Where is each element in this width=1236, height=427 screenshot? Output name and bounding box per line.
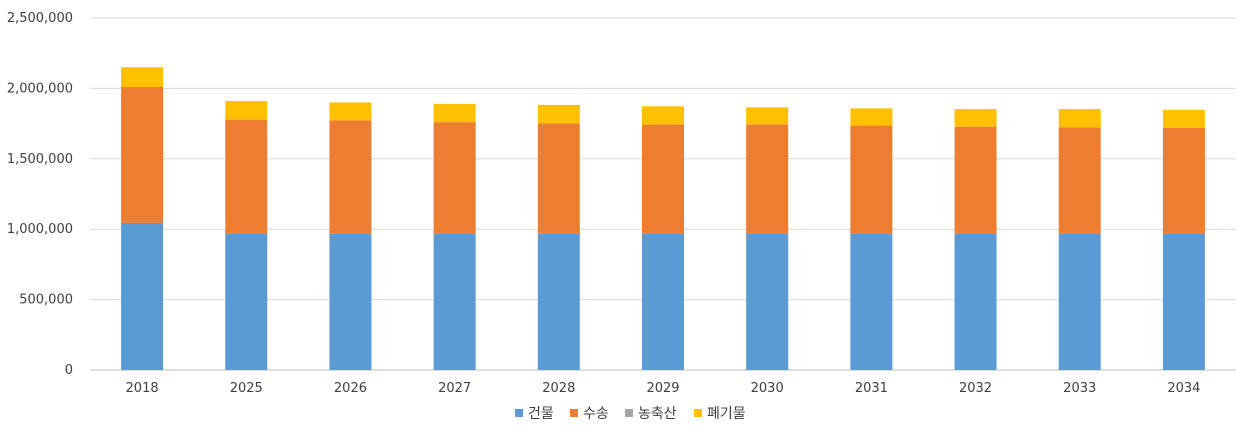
bar-segment [850,125,893,234]
bar-segment [954,126,997,234]
bar-segment [746,233,789,370]
legend: 건물 수송 농축산 폐기물 [515,406,746,422]
x-tick-label: 2028 [542,381,575,396]
x-tick-label: 2027 [438,381,471,396]
legend-label: 건물 [528,406,554,422]
bar-segment [329,120,372,234]
bar-segment [850,108,893,126]
bar-segment [746,107,789,125]
x-tick-label: 2030 [751,381,784,396]
x-tick-label: 2031 [855,381,888,396]
legend-swatch [694,409,702,417]
bar-segment [121,222,164,370]
bar-segment [225,101,268,120]
y-tick-label: 1,500,000 [7,152,73,167]
legend-swatch [515,409,523,417]
y-tick-label: 0 [65,363,73,378]
bar-segment [642,233,684,370]
bar-segment [121,86,164,223]
bar-segment [850,233,893,370]
legend-swatch [570,409,578,417]
legend-label: 농축산 [638,406,677,422]
bar-segment [954,233,997,370]
legend-swatch [625,409,633,417]
x-tick-label: 2034 [1167,381,1200,396]
bar-segment [746,124,789,234]
x-tick-label: 2033 [1063,381,1096,396]
bar-segment [225,119,268,234]
bar-segment [537,233,580,370]
bar-segment [433,103,476,123]
bar-segment [225,233,268,370]
x-tick-label: 2018 [126,381,159,396]
bar-segment [537,123,580,234]
y-tick-label: 1,000,000 [7,222,73,237]
bar-segment [1162,233,1205,370]
bar-segment [642,124,684,234]
y-tick-label: 500,000 [19,293,73,308]
bar-segment [1058,233,1101,370]
bar-segment [329,233,372,370]
legend-label: 폐기물 [707,406,746,422]
y-tick-label: 2,000,000 [7,81,73,96]
bar-segment [1162,127,1205,234]
bar-segment [1058,127,1101,234]
bar-segment [642,106,684,125]
bar-segment [121,67,164,87]
y-axis: 0 500,000 1,000,000 1,500,000 2,000,000 2,500… [7,11,73,378]
bar-segment [1162,109,1205,128]
bar-segment [954,109,997,127]
x-tick-label: 2032 [959,381,992,396]
x-tick-label: 2029 [646,381,679,396]
bars [121,67,1205,370]
y-tick-label: 2,500,000 [7,11,73,26]
x-tick-label: 2026 [334,381,367,396]
x-axis: 2018 2025 2026 2027 2028 2029 2030 2031 2032 2033… [126,381,1201,396]
bar-segment [433,233,476,370]
bar-segment [433,122,476,234]
bar-segment [329,102,372,121]
bar-segment [1058,109,1101,128]
legend-label: 수송 [583,406,609,422]
x-tick-label: 2025 [230,381,263,396]
bar-segment [537,104,580,124]
